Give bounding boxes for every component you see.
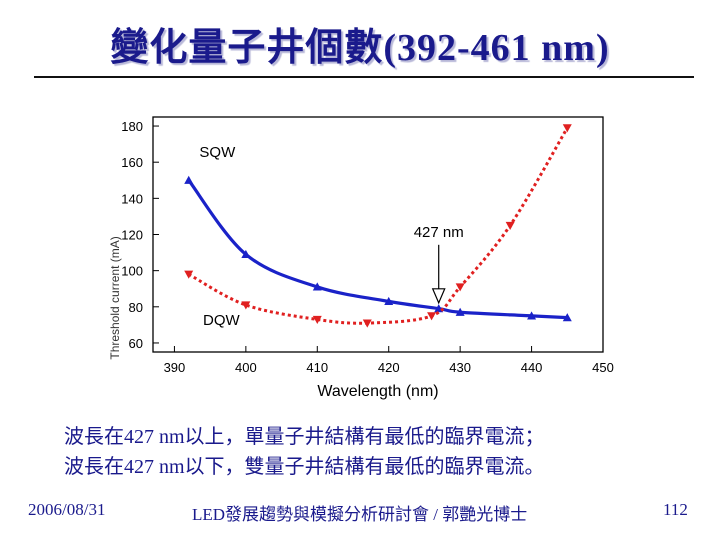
y-tick-label: 60 [129, 336, 143, 351]
slide-title: 變化量子井個數(392-461 nm) [110, 27, 610, 69]
sqw-data-point [562, 313, 572, 322]
y-tick-label: 80 [129, 300, 143, 315]
sqw-data-point [384, 296, 394, 305]
x-tick-label: 420 [378, 360, 400, 375]
y-axis-label: Threshold current (mA) [108, 236, 122, 359]
slide-date: 2006/08/31 [28, 500, 106, 519]
x-tick-label: 390 [164, 360, 186, 375]
y-tick-label: 160 [121, 155, 143, 170]
x-tick-label: 430 [449, 360, 471, 375]
sqw-series-line [187, 179, 568, 320]
sqw-series-label: SQW [199, 144, 236, 161]
dqw-data-point [505, 221, 515, 230]
dqw-data-point [562, 124, 572, 133]
annotation-arrow-head [431, 288, 446, 305]
sqw-data-point [455, 307, 465, 316]
y-tick-label: 100 [121, 264, 143, 279]
x-tick-label: 440 [521, 360, 543, 375]
dqw-data-point [312, 315, 322, 324]
sqw-data-point [527, 311, 537, 320]
slide-footer-text: LED發展趨勢與模擬分析研討會 / 郭艷光博士 [192, 505, 528, 524]
dqw-data-point [241, 301, 251, 310]
x-axis-label: Wavelength (nm) [317, 383, 438, 400]
y-tick-label: 180 [121, 119, 143, 134]
dqw-data-point [427, 312, 437, 321]
x-tick-label: 400 [235, 360, 257, 375]
caption-line-1: 波長在427 nm以上，單量子井結構有最低的臨界電流； [64, 426, 545, 448]
dqw-data-point [184, 270, 194, 279]
sqw-data-point [312, 282, 322, 291]
threshold-current-chart: 390 400 410 420 430 440 450 60 80 100 120 140 160 180… [108, 116, 614, 400]
x-tick-label: 450 [592, 360, 614, 375]
sqw-data-point [184, 175, 194, 184]
x-tick-label: 410 [306, 360, 328, 375]
title-divider [34, 76, 694, 78]
y-tick-label: 140 [121, 191, 143, 206]
dqw-series-label: DQW [203, 312, 241, 329]
y-tick-label: 120 [121, 228, 143, 243]
dqw-data-point [362, 319, 372, 328]
sqw-data-point [241, 249, 251, 258]
slide-page-number: 112 [663, 500, 688, 519]
dqw-data-point [455, 283, 465, 292]
annotation-427nm-label: 427 nm [414, 224, 464, 241]
caption-line-2: 波長在427 nm以下，雙量子井結構有最低的臨界電流。 [64, 456, 545, 478]
